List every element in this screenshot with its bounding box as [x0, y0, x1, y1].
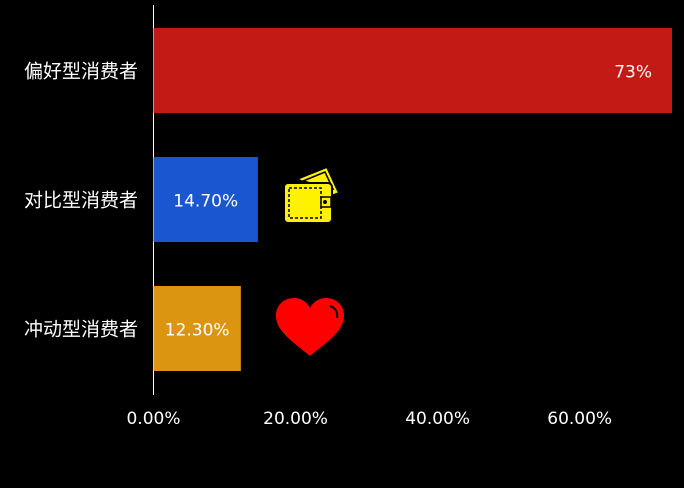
- category-label: 冲动型消费者: [24, 319, 138, 341]
- data-label: 14.70%: [173, 192, 238, 212]
- data-label: 12.30%: [165, 321, 230, 341]
- bar-1: [153, 157, 258, 242]
- x-tick-label: 60.00%: [547, 409, 612, 429]
- bar-2: [153, 286, 241, 371]
- category-label: 对比型消费者: [24, 190, 138, 212]
- heart-icon: [276, 298, 344, 356]
- x-tick-label: 40.00%: [405, 409, 470, 429]
- x-tick-label: 0.00%: [126, 409, 180, 429]
- x-tick-label: 20.00%: [263, 409, 328, 429]
- bar-0: [153, 28, 672, 113]
- data-label: 73%: [614, 63, 652, 83]
- wallet-icon: [283, 165, 341, 224]
- category-label: 偏好型消费者: [24, 61, 138, 83]
